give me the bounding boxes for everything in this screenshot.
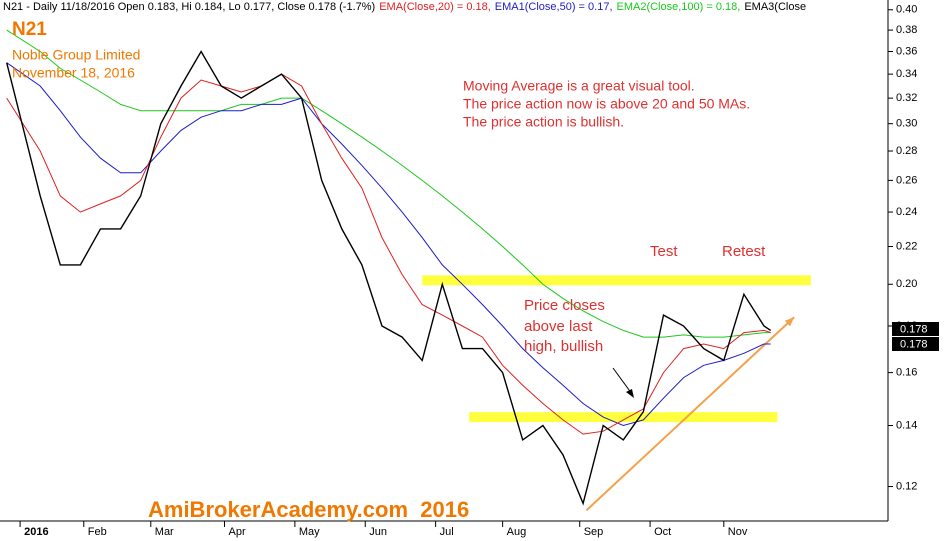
pointer-arrow [612,367,633,395]
trend-arrow-head [784,317,795,327]
x-tick-label: Feb [88,526,107,538]
y-tick-label: 0.20 [896,278,917,290]
y-tick-label: 0.26 [896,174,917,186]
x-tick-label: Apr [229,526,246,538]
header-text: EMA3(Close [744,1,807,13]
y-tick-label: 0.38 [896,24,917,36]
breakout-note: high, bullish [524,338,603,355]
last-value-box [892,337,939,351]
y-tick-label: 0.14 [896,419,917,431]
y-tick-label: 0.34 [896,68,917,80]
note-line: The price action is bullish. [463,114,624,130]
x-tick-label: Sep [584,526,604,538]
trend-line [585,316,795,512]
x-tick-label: Oct [654,526,671,538]
watermark: AmiBrokerAcademy.com 2016 [148,497,469,522]
note-line: Moving Average is a great visual tool. [463,78,695,94]
x-tick-label: 2016 [24,526,48,538]
y-tick-label: 0.12 [896,480,917,492]
y-tick-label: 0.22 [896,240,917,252]
plot-area [6,29,811,512]
date: November 18, 2016 [12,65,135,81]
y-tick-label: 0.32 [896,92,917,104]
level-band [469,412,778,423]
test-label: Test [650,243,678,260]
x-tick-label: Mar [155,526,174,538]
header: N21 - Daily 11/18/2016 Open 0.183, Hi 0.… [3,0,887,14]
header-text: EMA(Close,20) = 0.18, [379,1,491,13]
x-tick-label: May [299,526,320,538]
x-tick-label: Nov [728,526,748,538]
x-tick-label: Aug [507,526,527,538]
series-line [6,50,772,506]
series-line [6,29,771,338]
breakout-note: Price closes [524,297,605,314]
x-tick-label: Jun [369,526,387,538]
y-tick-label: 0.30 [896,118,917,130]
note-line: The price action now is above 20 and 50 … [463,96,750,112]
header-text: EMA2(Close,100) = 0.18, [616,1,741,13]
header-text: N21 - Daily 11/18/2016 Open 0.183, Hi 0.… [3,1,376,13]
arrow-head [626,389,634,398]
breakout-note: above last [524,318,593,335]
retest-label: Retest [722,243,766,260]
last-value-box [892,322,939,336]
header-text: EMA1(Close,50) = 0.17, [494,1,613,13]
level-band [422,275,811,286]
x-tick-label: Jul [440,526,454,538]
series-line [6,73,771,435]
y-tick-label: 0.28 [896,145,917,157]
y-tick-label: 0.16 [896,367,917,379]
company: Noble Group Limited [12,47,140,63]
y-tick-label: 0.36 [896,45,917,57]
symbol: N21 [12,19,47,40]
y-tick-label: 0.40 [896,4,917,16]
last-value-label: 0.178 [900,323,928,335]
y-tick-label: 0.24 [896,206,917,218]
last-value-label: 0.178 [900,338,928,350]
